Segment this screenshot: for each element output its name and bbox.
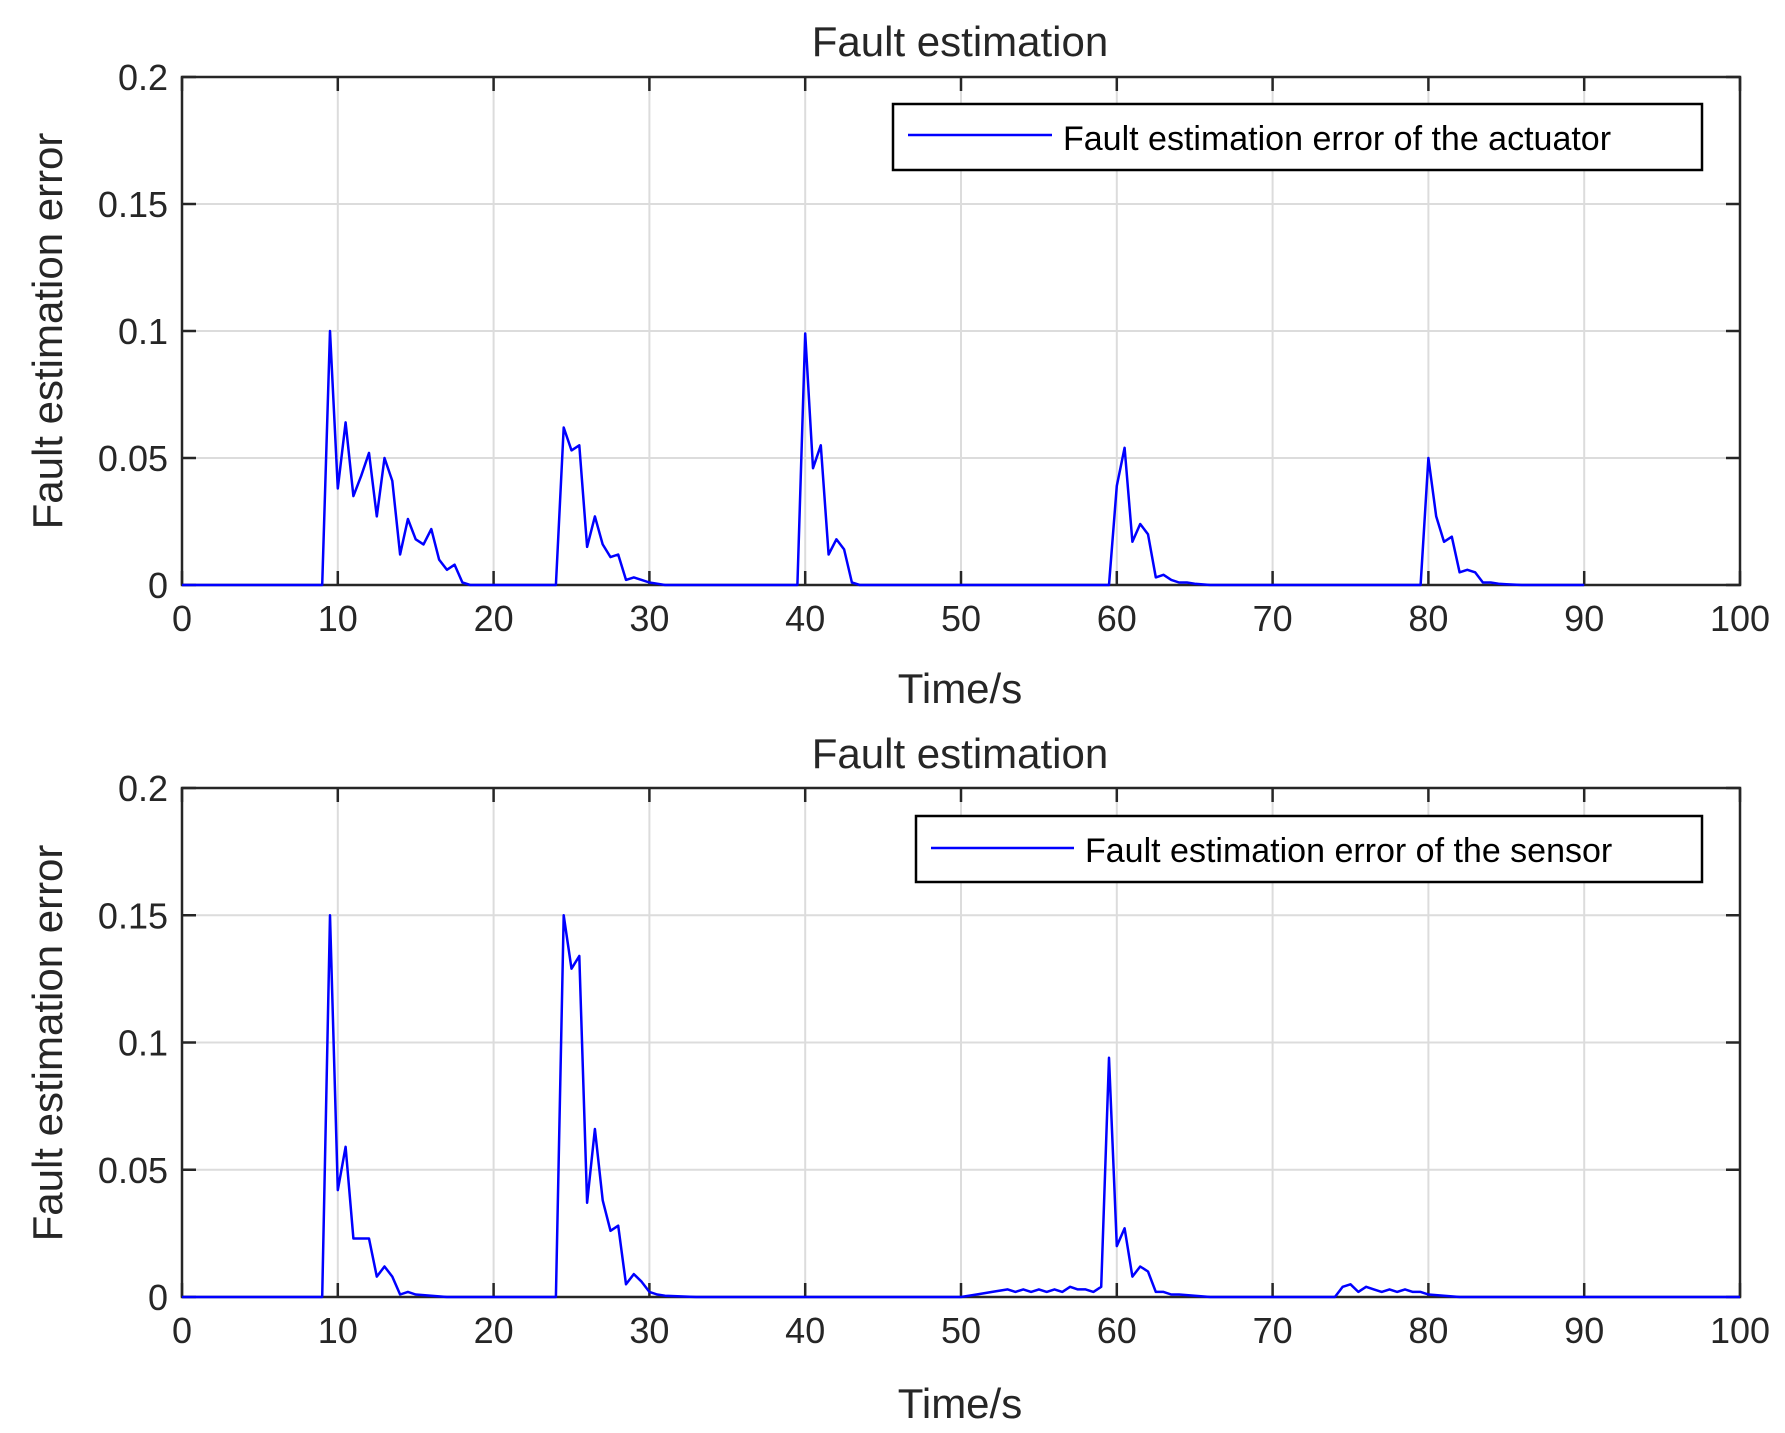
y-tick-label: 0 [148, 1277, 168, 1318]
x-tick-label: 0 [172, 1310, 192, 1351]
legend-box [891, 102, 1704, 172]
x-tick-label: 50 [941, 1310, 981, 1351]
actuator-fault-chart: Fault estimation 0 10 20 30 40 50 60 70 80 90 1000… [24, 18, 1770, 712]
x-tick-label: 50 [941, 598, 981, 639]
x-tick-label: 10 [318, 598, 358, 639]
x-tick-label: 80 [1408, 1310, 1448, 1351]
x-tick-label: 30 [629, 598, 669, 639]
legend-label: Fault estimation error of the actuator [1063, 120, 1611, 158]
x-tick-label: 30 [629, 1310, 669, 1351]
sensor-error-line [182, 914, 1740, 1299]
x-axis-label: Time/s [898, 1380, 1022, 1427]
x-axis-label: Time/s [898, 665, 1022, 712]
y-tick-label: 0.1 [118, 311, 168, 352]
chart-title: Fault estimation [812, 730, 1108, 777]
chart-title: Fault estimation [812, 18, 1108, 65]
x-tick-label: 10 [318, 1310, 358, 1351]
x-tick-label: 60 [1097, 598, 1137, 639]
x-tick-label: 0 [172, 598, 192, 639]
x-tick-label: 40 [785, 1310, 825, 1351]
axis-ticks: 0 10 20 30 40 50 60 70 80 90 100 0 0.05 0.1 0.15 0.2 [98, 57, 1770, 639]
x-tick-label: 80 [1408, 598, 1448, 639]
x-tick-label: 20 [474, 598, 514, 639]
y-tick-label: 0.05 [98, 438, 168, 479]
y-axis-label: Fault estimation error [24, 845, 71, 1242]
x-tick-label: 100 [1710, 598, 1770, 639]
legend: Fault estimation error of the actuator [891, 102, 1704, 172]
x-tick-label: 100 [1710, 1310, 1770, 1351]
legend: Fault estimation error of the sensor [914, 814, 1704, 884]
y-tick-label: 0.15 [98, 184, 168, 225]
x-tick-label: 90 [1564, 598, 1604, 639]
y-axis-label: Fault estimation error [24, 133, 71, 530]
x-tick-label: 90 [1564, 1310, 1604, 1351]
y-tick-label: 0 [148, 565, 168, 606]
actuator-error-line [182, 329, 1585, 587]
x-tick-label: 20 [474, 1310, 514, 1351]
y-tick-label: 0.05 [98, 1150, 168, 1191]
y-tick-label: 0.2 [118, 57, 168, 98]
sensor-fault-chart: Fault estimation 0 10 20 30 40 50 60 70 80 90 100 0… [24, 730, 1770, 1427]
x-tick-label: 40 [785, 598, 825, 639]
y-tick-label: 0.15 [98, 895, 168, 936]
x-tick-label: 70 [1253, 598, 1293, 639]
y-tick-label: 0.2 [118, 768, 168, 809]
y-tick-label: 0.1 [118, 1023, 168, 1064]
x-tick-label: 70 [1253, 1310, 1293, 1351]
legend-label: Fault estimation error of the sensor [1085, 832, 1612, 870]
x-tick-label: 60 [1097, 1310, 1137, 1351]
